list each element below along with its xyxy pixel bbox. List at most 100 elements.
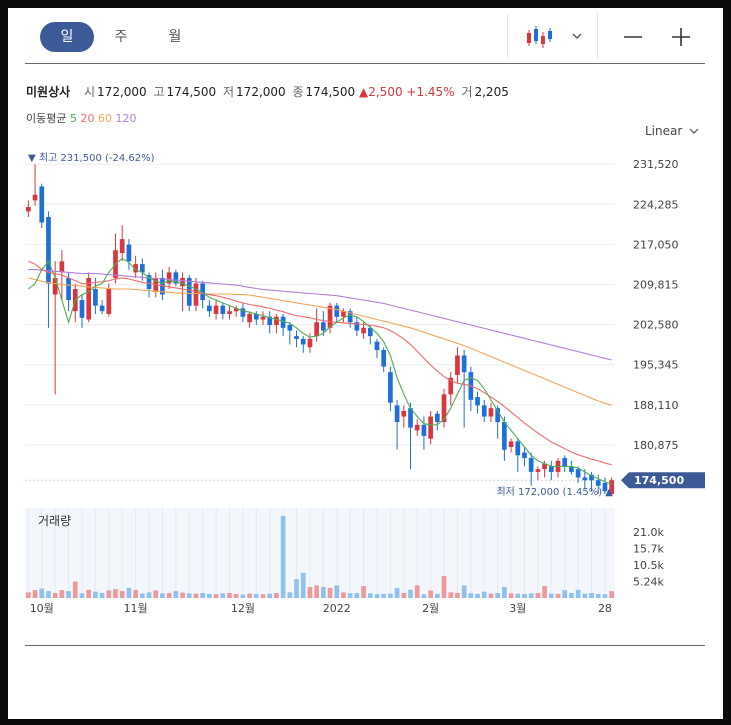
volume-bar xyxy=(448,592,454,598)
price-summary: 미원상사 시 172,000 고 174,500 저 172,000 종 174,500… xyxy=(26,83,509,100)
volume-bar xyxy=(421,594,427,598)
ma5-line xyxy=(28,257,612,485)
footer-divider xyxy=(25,645,705,646)
volume-title: 거래량 xyxy=(38,514,72,528)
volume-bar xyxy=(287,592,293,598)
open-value: 172,000 xyxy=(97,85,147,99)
ma20-legend[interactable]: 20 xyxy=(80,112,95,125)
candle-body xyxy=(582,477,588,481)
candle-body xyxy=(401,410,407,417)
price-tick-label: 231,520 xyxy=(633,158,679,171)
volume-bar xyxy=(213,594,219,598)
candle-body xyxy=(428,416,433,439)
tab-month[interactable]: 월 xyxy=(168,29,182,45)
volume-bar xyxy=(535,592,541,598)
volume-bar xyxy=(468,593,474,598)
candle-body xyxy=(548,466,554,472)
volume-bar xyxy=(428,590,433,598)
candle-body xyxy=(32,194,38,201)
plus-icon xyxy=(672,28,690,46)
volume-bar xyxy=(374,594,380,598)
chart-header: 일 주 월 xyxy=(8,8,723,70)
volume-bar xyxy=(186,593,192,598)
candle-body xyxy=(381,349,387,367)
candle-body xyxy=(186,277,192,306)
volume-bar xyxy=(166,592,172,598)
candle-body xyxy=(341,311,346,317)
open-label: 시 xyxy=(84,85,96,99)
volume-bar xyxy=(240,594,246,598)
candle-body xyxy=(327,305,333,328)
volume-bar xyxy=(247,593,252,598)
volume-bar xyxy=(434,593,440,598)
price-tick-label: 195,345 xyxy=(633,359,679,372)
ma5-legend[interactable]: 5 xyxy=(69,112,77,125)
candle-body xyxy=(367,327,373,337)
x-axis-label: 28 xyxy=(598,602,612,615)
volume-bar xyxy=(26,592,31,598)
candle-body xyxy=(126,244,132,262)
tab-week[interactable]: 주 xyxy=(114,29,128,45)
candle-body xyxy=(475,397,480,406)
candle-body xyxy=(180,277,185,287)
candle-body xyxy=(374,341,380,350)
ma60-legend[interactable]: 60 xyxy=(97,112,112,125)
candle-body xyxy=(79,300,85,318)
volume-bar xyxy=(515,593,521,598)
volume-bar xyxy=(106,590,112,598)
price-tick-label: 202,580 xyxy=(633,319,679,332)
volume-bar xyxy=(267,593,273,598)
chart-type-dropdown[interactable] xyxy=(523,22,585,52)
volume-bar xyxy=(327,587,333,598)
candlestick-icon xyxy=(527,26,582,48)
volume-bar xyxy=(72,581,78,598)
candle-body xyxy=(240,308,246,317)
candle-body xyxy=(595,480,601,486)
volume-bar xyxy=(461,585,467,598)
candle-body xyxy=(314,322,319,337)
candle-body xyxy=(307,338,313,348)
volume-bar xyxy=(52,592,58,598)
scale-selector[interactable]: Linear xyxy=(645,124,699,138)
candle-body xyxy=(535,469,541,472)
ma120-legend[interactable]: 120 xyxy=(115,112,137,125)
candle-body xyxy=(247,313,252,323)
toolbar-separator xyxy=(597,14,598,58)
candle-body xyxy=(280,316,286,328)
candle-body xyxy=(233,308,239,312)
volume-bar xyxy=(609,591,614,598)
volume-bar xyxy=(274,592,279,598)
volume-bar xyxy=(59,590,65,598)
volume-bar xyxy=(280,516,286,598)
tab-day[interactable]: 일 xyxy=(40,22,94,52)
low-value: 172,000 xyxy=(236,85,286,99)
volume-bar xyxy=(347,593,353,598)
price-chart[interactable]: 231,520 224,285 217,050 209,815 202,580 195,3… xyxy=(8,8,723,648)
candle-body xyxy=(488,408,494,417)
ma20-line xyxy=(28,260,612,466)
x-axis-label: 11월 xyxy=(124,602,148,615)
volume-bar xyxy=(367,593,373,598)
x-axis-label: 2월 xyxy=(422,602,439,615)
volume-bar xyxy=(126,587,132,598)
chart-widget: 일 주 월 미원상사 시 172,000 xyxy=(8,8,723,719)
volume-bar xyxy=(542,586,547,598)
price-tick-label: 209,815 xyxy=(633,279,679,292)
zoom-in-button[interactable] xyxy=(668,24,694,50)
volume-bar xyxy=(562,590,568,598)
volume-bar xyxy=(260,594,266,598)
volume-bar xyxy=(66,591,71,598)
candle-body xyxy=(26,206,31,212)
volume-tick-label: 15.7k xyxy=(633,542,664,555)
candle-body xyxy=(99,305,105,312)
candle-body xyxy=(602,483,608,492)
volume-bar xyxy=(488,593,494,598)
zoom-out-button[interactable] xyxy=(620,24,646,50)
candle-body xyxy=(408,408,413,428)
high-marker: ▼ 최고 231,500 (-24.62%) xyxy=(28,152,155,164)
candle-body xyxy=(515,441,521,456)
toolbar-separator xyxy=(507,14,508,58)
volume-bar xyxy=(508,593,514,598)
candle-body xyxy=(461,355,467,373)
volume-bar xyxy=(39,588,45,598)
